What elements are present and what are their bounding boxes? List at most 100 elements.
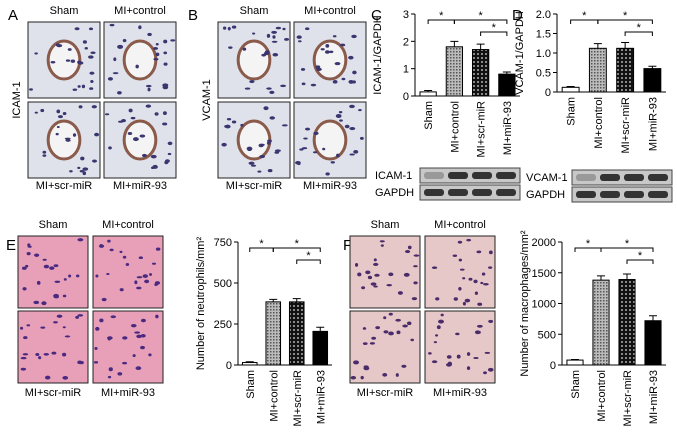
significance-bracket	[480, 31, 508, 36]
bar	[241, 362, 258, 366]
cell-nucleus	[464, 298, 471, 303]
cell-nucleus	[75, 274, 80, 278]
cell-nucleus	[227, 26, 231, 31]
blot-strip	[571, 186, 673, 203]
cell-nucleus	[481, 272, 486, 276]
cell-nucleus	[138, 256, 144, 260]
cell-nucleus	[348, 55, 354, 60]
cell-nucleus	[62, 111, 67, 116]
y-tick-label: 500	[538, 329, 556, 341]
significance-label: *	[478, 10, 483, 22]
cell-nucleus	[462, 301, 467, 306]
cell-nucleus	[127, 131, 133, 135]
cell-nucleus	[349, 153, 355, 156]
cell-nucleus	[162, 122, 168, 126]
cell-nucleus	[25, 264, 29, 268]
cell-nucleus	[354, 263, 359, 267]
error-bar	[476, 43, 485, 50]
cell-nucleus	[373, 285, 378, 288]
error-bar	[316, 326, 325, 332]
cell-nucleus	[357, 272, 362, 277]
blot-band	[424, 172, 444, 179]
vessel	[312, 119, 348, 161]
blot-band	[648, 191, 668, 198]
cell-nucleus	[167, 141, 173, 146]
cell-nucleus	[122, 255, 127, 259]
bar	[618, 279, 636, 366]
cell-nucleus	[330, 161, 335, 164]
cell-nucleus	[488, 266, 493, 269]
significance-bracket	[624, 31, 653, 36]
image-label: MI+miR-93	[113, 180, 167, 192]
image-label: Sham	[39, 219, 68, 231]
cell-nucleus	[82, 171, 87, 176]
cell-nucleus	[91, 105, 97, 109]
image-frame	[17, 310, 89, 384]
cell-nucleus	[106, 272, 110, 275]
significance-bracket	[272, 247, 321, 252]
cell-nucleus	[162, 83, 169, 88]
blot-band	[448, 189, 468, 196]
cell-nucleus	[440, 313, 444, 317]
cell-nucleus	[78, 105, 83, 109]
cell-nucleus	[353, 360, 360, 365]
cell-nucleus	[468, 277, 473, 281]
cell-nucleus	[145, 104, 152, 108]
micrograph	[27, 101, 101, 179]
image-frame	[17, 235, 89, 309]
cell-nucleus	[370, 282, 377, 286]
cell-nucleus	[488, 250, 493, 255]
error-bar	[623, 273, 631, 280]
cell-nucleus	[404, 250, 411, 254]
significance-label: *	[637, 22, 642, 34]
cell-nucleus	[62, 294, 67, 298]
image-frame	[424, 310, 496, 384]
cell-nucleus	[95, 326, 100, 331]
significance-label: *	[439, 10, 444, 22]
significance-label: *	[623, 10, 628, 22]
cell-nucleus	[119, 288, 124, 292]
cell-nucleus	[53, 321, 58, 324]
cell-nucleus	[305, 27, 310, 31]
cell-nucleus	[380, 244, 384, 247]
cell-nucleus	[136, 276, 143, 279]
vessel	[312, 39, 348, 81]
cell-nucleus	[395, 373, 399, 377]
bar	[312, 330, 329, 366]
panel-label: B	[188, 7, 198, 24]
cell-nucleus	[140, 318, 146, 323]
cell-nucleus	[54, 280, 61, 283]
cell-nucleus	[21, 266, 27, 270]
cell-nucleus	[43, 352, 50, 356]
micrograph	[17, 235, 89, 309]
image-label: Sham	[371, 219, 400, 231]
cell-nucleus	[90, 51, 96, 55]
cell-nucleus	[473, 356, 479, 359]
cell-nucleus	[349, 127, 356, 131]
cell-nucleus	[117, 44, 124, 49]
error-bar	[649, 315, 657, 321]
cell-nucleus	[154, 281, 161, 285]
cell-nucleus	[325, 172, 330, 176]
vessel	[236, 119, 272, 161]
cell-nucleus	[77, 360, 83, 365]
cell-nucleus	[144, 279, 150, 284]
cell-nucleus	[457, 240, 463, 244]
cell-nucleus	[382, 373, 388, 377]
x-tick-label: Sham	[566, 97, 578, 126]
cell-nucleus	[113, 57, 117, 62]
cell-nucleus	[170, 39, 176, 42]
cell-nucleus	[74, 27, 80, 31]
cell-nucleus	[142, 274, 148, 278]
significance-bracket	[597, 19, 653, 24]
cell-nucleus	[49, 266, 55, 270]
cell-nucleus	[77, 166, 81, 170]
y-tick-label: 2.0	[536, 9, 551, 21]
image-label: MI+control	[304, 5, 356, 17]
cell-nucleus	[474, 291, 479, 295]
cell-nucleus	[140, 345, 145, 350]
cell-nucleus	[65, 139, 71, 142]
cell-nucleus	[406, 321, 412, 326]
image-frame	[92, 310, 164, 384]
cell-nucleus	[483, 283, 489, 286]
